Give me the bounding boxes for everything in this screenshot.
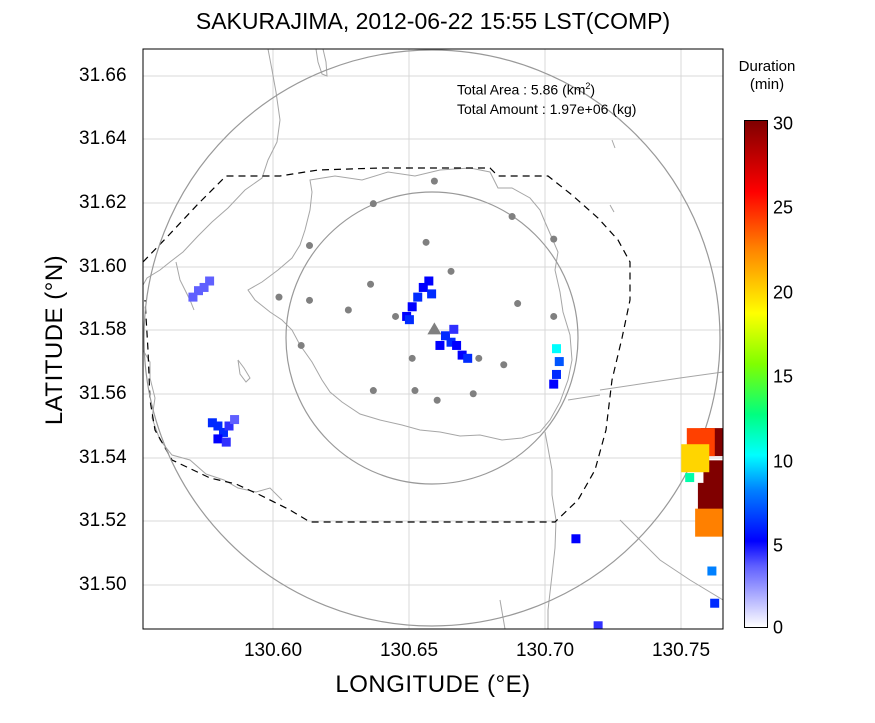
y-tick-label: 31.56 <box>79 383 127 404</box>
station-point <box>475 354 483 362</box>
echo-cell <box>424 276 434 286</box>
station-point <box>275 293 283 301</box>
chart-title: SAKURAJIMA, 2012-06-22 15:55 LST(COMP) <box>195 8 671 34</box>
echo-cell <box>199 282 209 292</box>
echo-cell <box>213 421 223 431</box>
x-axis-label: LONGITUDE (°E) <box>335 671 531 698</box>
echo-cell <box>685 473 695 483</box>
echo-cell <box>404 315 414 325</box>
station-point <box>411 387 419 395</box>
echo-cell <box>681 444 710 473</box>
echo-cell <box>452 340 462 350</box>
colorbar-tick-label: 25 <box>773 197 794 218</box>
colorbar-tick-label: 15 <box>773 366 794 387</box>
echo-cell <box>554 357 564 367</box>
echo-cell <box>207 418 217 428</box>
echo-cell <box>435 340 445 350</box>
station-point <box>550 235 558 243</box>
echo-cell <box>551 344 561 354</box>
station-point <box>508 213 516 221</box>
station-point <box>369 200 377 208</box>
echo-cell <box>593 621 603 629</box>
plot-frame <box>142 48 724 630</box>
station-point <box>514 300 522 308</box>
station-point <box>392 312 400 320</box>
station-point <box>408 354 416 362</box>
y-tick-label: 31.64 <box>79 128 127 149</box>
station-point <box>297 341 305 349</box>
station-point <box>422 238 430 246</box>
station-point <box>367 280 375 288</box>
total-amount-text: Total Amount : 1.97e+06 (kg) <box>457 100 637 117</box>
echo-cell <box>710 598 720 608</box>
x-tick-label: 130.70 <box>515 640 575 661</box>
echo-cell <box>213 434 223 444</box>
dashed-boundary <box>143 167 631 523</box>
station-point <box>433 396 441 404</box>
echo-cell <box>413 292 423 302</box>
colorbar-tick-label: 20 <box>773 282 794 303</box>
echo-cell <box>418 282 428 292</box>
y-tick-label: 31.60 <box>79 256 127 277</box>
echo-cell <box>407 302 417 312</box>
colorbar-tick-label: 0 <box>773 617 784 638</box>
vent-triangle-icon <box>427 322 442 335</box>
colorbar-title: Duration (min) <box>738 58 796 93</box>
total-area-text: Total Area : 5.86 (km2) <box>457 81 596 98</box>
echo-cell <box>427 289 437 299</box>
station-point <box>369 387 377 395</box>
y-axis-label: LATITUDE (°N) <box>41 254 68 426</box>
x-tick-label: 130.60 <box>243 640 303 661</box>
echo-cell <box>571 534 581 544</box>
station-point <box>306 296 314 304</box>
echo-cell <box>707 566 717 576</box>
x-tick-label: 130.75 <box>651 640 711 661</box>
station-point <box>447 267 455 275</box>
colorbar-tick-label: 10 <box>773 451 794 472</box>
station-point <box>344 306 352 314</box>
outer-range-circle <box>143 49 721 627</box>
echo-cell <box>463 353 473 363</box>
echo-cell <box>446 337 456 347</box>
station-point <box>500 361 508 369</box>
y-tick-label: 31.50 <box>79 574 127 595</box>
y-tick-label: 31.54 <box>79 447 127 468</box>
inner-range-circle <box>285 191 579 485</box>
coastline <box>143 49 723 629</box>
echo-cell <box>224 421 234 431</box>
colorbar <box>744 120 768 628</box>
echo-cell <box>205 276 215 286</box>
station-point <box>469 390 477 398</box>
x-tick-label: 130.65 <box>379 640 439 661</box>
echo-cell <box>230 415 240 425</box>
stats-box: Total Area : 5.86 (km2) Total Amount : 1… <box>457 77 636 119</box>
station-point <box>430 177 438 185</box>
ash-echo-layer <box>188 276 723 629</box>
station-point <box>550 312 558 320</box>
echo-cell <box>188 292 198 302</box>
echo-cell <box>221 437 231 447</box>
station-point <box>306 242 314 250</box>
y-tick-label: 31.62 <box>79 192 127 213</box>
y-tick-label: 31.66 <box>79 65 127 86</box>
echo-cell <box>449 324 459 334</box>
echo-cell <box>440 331 450 341</box>
echo-cell <box>695 508 723 537</box>
station-markers <box>275 177 558 404</box>
echo-cell <box>697 482 723 511</box>
echo-cell <box>457 350 467 360</box>
echo-cell <box>218 427 228 437</box>
echo-cell <box>549 379 559 389</box>
y-tick-label: 31.52 <box>79 510 127 531</box>
colorbar-tick-label: 5 <box>773 535 784 556</box>
y-tick-label: 31.58 <box>79 319 127 340</box>
echo-cell <box>551 369 561 379</box>
colorbar-tick-label: 30 <box>773 113 794 134</box>
echo-cell <box>194 286 204 296</box>
